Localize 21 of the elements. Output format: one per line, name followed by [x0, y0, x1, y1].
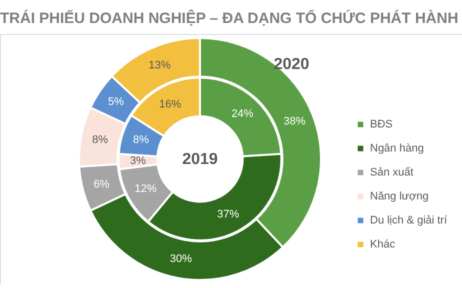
- data-label: 12%: [134, 182, 157, 195]
- legend-label: Năng lượng: [370, 190, 429, 202]
- data-label: 3%: [130, 154, 146, 167]
- data-label: 8%: [133, 134, 150, 146]
- data-label: 24%: [231, 108, 254, 120]
- legend-label: Du lịch & giải trí: [370, 214, 448, 226]
- legend-label: Khác: [370, 238, 396, 250]
- data-label: 8%: [92, 134, 108, 146]
- data-label: 37%: [217, 208, 240, 220]
- data-label: 5%: [108, 96, 124, 108]
- data-label: 6%: [94, 178, 110, 190]
- legend-label: BĐS: [370, 118, 393, 130]
- data-label: 30%: [170, 252, 192, 265]
- data-label: 38%: [284, 116, 306, 128]
- data-label: 16%: [159, 98, 182, 111]
- legend-label: Ngân hàng: [370, 142, 424, 154]
- data-label: 13%: [148, 60, 171, 72]
- slice-label: 2019: [182, 151, 218, 168]
- chart-title: TRÁI PHIẾU DOANH NGHIỆP – ĐA DẠNG TỔ CHỨC PHÁT HÀNH: [0, 9, 458, 27]
- slice-label: 2020: [274, 56, 310, 73]
- legend-label: Sản xuất: [370, 166, 414, 178]
